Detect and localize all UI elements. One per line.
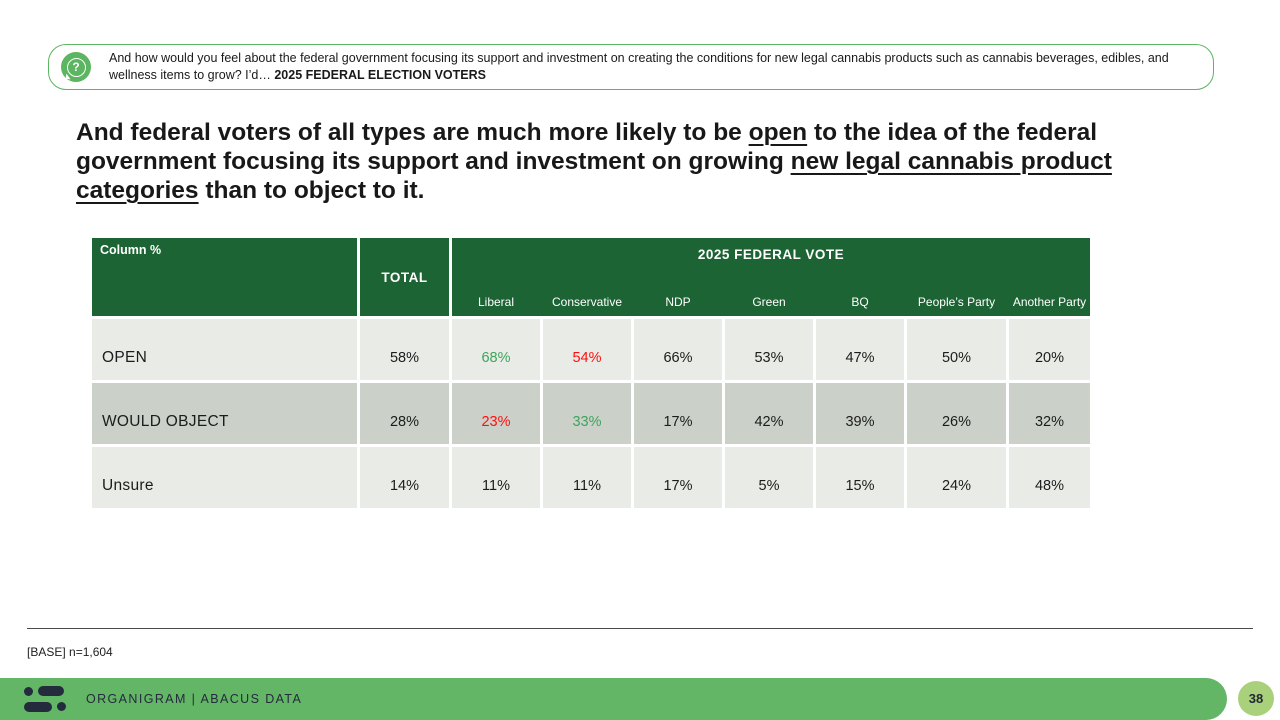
row-label: OPEN: [92, 319, 357, 380]
column-header-conservative: Conservative: [551, 294, 623, 309]
cell-peoples-party: 24%: [907, 447, 1006, 508]
footer-divider: [27, 628, 1253, 629]
headline-segment-underlined: new legal cannabis product categories: [76, 148, 1112, 204]
cell-total: 58%: [360, 319, 449, 380]
headline-segment-underlined: open: [748, 119, 808, 146]
cell-conservative: 33%: [543, 383, 631, 444]
abacus-logo-icon: [24, 686, 70, 712]
question-text: And how would you feel about the federal…: [109, 50, 1195, 84]
cell-total: 28%: [360, 383, 449, 444]
cell-another-party: 32%: [1009, 383, 1090, 444]
column-header-peoples-party: People’s Party: [917, 294, 996, 309]
cell-bq: 15%: [816, 447, 904, 508]
question-bubble-icon: ?: [61, 52, 91, 82]
headline-segment: And federal voters of all types are much…: [76, 119, 749, 146]
row-label: WOULD OBJECT: [92, 383, 357, 444]
question-text-bold: 2025 FEDERAL ELECTION VOTERS: [274, 68, 486, 82]
column-header-liberal: Liberal: [477, 294, 515, 309]
brand-text: ORGANIGRAM | ABACUS DATA: [86, 692, 303, 706]
cell-ndp: 17%: [634, 383, 722, 444]
slide-headline: And federal voters of all types are much…: [76, 118, 1126, 205]
cell-green: 53%: [725, 319, 813, 380]
cell-ndp: 66%: [634, 319, 722, 380]
base-note: [BASE] n=1,604: [27, 645, 113, 659]
page-number-badge: 38: [1238, 681, 1274, 716]
cell-another-party: 20%: [1009, 319, 1090, 380]
column-header-another-party: Another Party: [1012, 294, 1087, 309]
headline-segment: to the idea of the federal government fo…: [76, 119, 1098, 175]
question-text-regular: And how would you feel about the federal…: [109, 51, 1169, 82]
cell-bq: 47%: [816, 319, 904, 380]
table-total-header: TOTAL: [360, 238, 449, 316]
table-corner-header: Column %: [92, 238, 357, 316]
cell-green: 42%: [725, 383, 813, 444]
cell-another-party: 48%: [1009, 447, 1090, 508]
headline-segment: than to object to it.: [198, 177, 425, 204]
question-box: ? And how would you feel about the feder…: [48, 44, 1214, 90]
cell-total: 14%: [360, 447, 449, 508]
cell-liberal: 11%: [452, 447, 540, 508]
cell-liberal: 23%: [452, 383, 540, 444]
column-header-bq: BQ: [851, 294, 869, 309]
row-label: Unsure: [92, 447, 357, 508]
column-header-ndp: NDP: [665, 294, 691, 309]
cell-bq: 39%: [816, 383, 904, 444]
cell-ndp: 17%: [634, 447, 722, 508]
cell-conservative: 11%: [543, 447, 631, 508]
cell-liberal: 68%: [452, 319, 540, 380]
party-column-headers: Liberal Conservative NDP Green BQ People…: [452, 276, 1090, 316]
column-header-green: Green: [752, 294, 786, 309]
cell-peoples-party: 50%: [907, 319, 1006, 380]
table-group-header: 2025 FEDERAL VOTE Liberal Conservative N…: [452, 238, 1090, 316]
cell-conservative: 54%: [543, 319, 631, 380]
brand-bar: ORGANIGRAM | ABACUS DATA: [0, 678, 1227, 720]
cell-peoples-party: 26%: [907, 383, 1006, 444]
group-header-title: 2025 FEDERAL VOTE: [697, 247, 845, 262]
cell-green: 5%: [725, 447, 813, 508]
crosstab-table: Column % TOTAL 2025 FEDERAL VOTE Liberal…: [92, 238, 1090, 508]
